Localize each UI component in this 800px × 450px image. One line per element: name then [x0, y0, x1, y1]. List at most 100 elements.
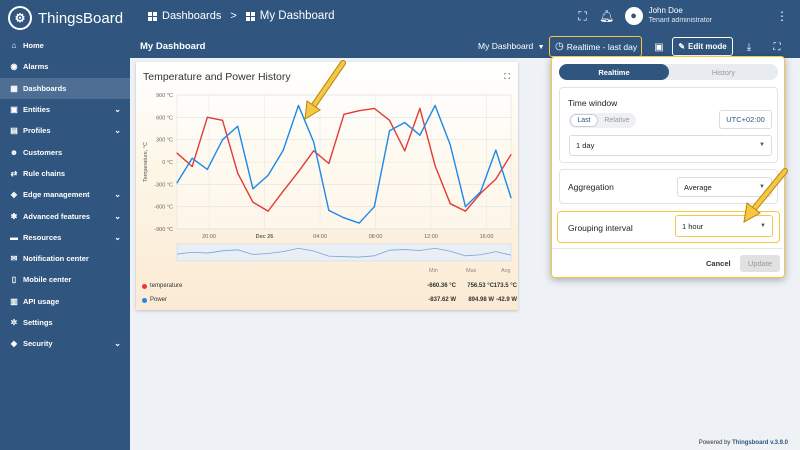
sidebar: ⌂ Home ◉ Alarms ▦ Dashboards ▣ Entities ⌄ ▤ Profil… [0, 35, 130, 450]
data-point [252, 201, 254, 203]
legend-min: -660.36 °C [427, 283, 456, 289]
data-point [328, 209, 330, 211]
edit-mode-button[interactable]: ✎ Edit mode [672, 37, 733, 56]
data-point [191, 157, 193, 159]
navigator-series-line [176, 247, 512, 258]
sidebar-item-entities[interactable]: ▣ Entities ⌄ [0, 99, 130, 120]
sidebar-item-label: Entities [23, 105, 51, 115]
y-tick-label: -600 °C [154, 205, 173, 211]
dropdown-arrow-icon: ▼ [537, 44, 545, 51]
y-tick-label: 0 °C [162, 160, 173, 166]
filter-icon[interactable]: ▣ [654, 41, 664, 53]
sidebar-item-label: Profiles [23, 126, 51, 136]
aggregation-section: Aggregation Average ▼ [559, 169, 778, 204]
notification-icon: ✉ [10, 254, 18, 264]
timezone-button[interactable]: UTC+02:00 [719, 110, 772, 129]
sidebar-item-profiles[interactable]: ▤ Profiles ⌄ [0, 120, 130, 141]
expand-icon[interactable]: ⛶ [504, 72, 510, 81]
cancel-button[interactable]: Cancel [706, 259, 731, 268]
pencil-icon: ✎ [678, 42, 686, 51]
sidebar-item-advanced-features[interactable]: ✱ Advanced features ⌄ [0, 205, 130, 226]
timewindow-button[interactable]: ◷ Realtime - last day [549, 36, 642, 57]
interval-select[interactable]: 1 day ▼ [569, 135, 772, 156]
sidebar-item-dashboards[interactable]: ▦ Dashboards [0, 77, 130, 99]
legend-row[interactable]: Power -837.62 W 894.98 W -42.9 W [142, 297, 517, 307]
user-role: Tenant administrator [648, 17, 712, 24]
divider [552, 248, 783, 249]
dropdown-arrow-icon: ▼ [760, 223, 766, 229]
line-chart[interactable]: 900 °C 600 °C 300 °C 0 °C -300 °C -600 °C -900… [136, 62, 518, 310]
data-point [343, 113, 345, 115]
mode-relative[interactable]: Relative [604, 117, 630, 124]
fullscreen-icon[interactable]: ⛶ [773, 41, 781, 53]
user-name: John Doe [648, 6, 683, 15]
sidebar-item-label: Edge management [23, 190, 90, 200]
widget-title: Temperature and Power History [143, 71, 291, 83]
timewindow-panel: Realtime History Time window Last Relati… [551, 56, 785, 278]
sidebar-item-edge-management[interactable]: ◈ Edge management ⌄ [0, 184, 130, 205]
interval-value: 1 day [576, 141, 595, 150]
logo[interactable]: ⚙ ThingsBoard [8, 6, 123, 30]
data-point [313, 150, 315, 152]
legend-avg: 173.5 °C [493, 283, 517, 289]
sidebar-item-api-usage[interactable]: ▥ API usage [0, 291, 130, 312]
data-point [343, 217, 345, 219]
chevron-down-icon[interactable]: ⌄ [114, 232, 121, 242]
sidebar-item-home[interactable]: ⌂ Home [0, 35, 130, 56]
update-button[interactable]: Update [740, 255, 780, 272]
chevron-down-icon[interactable]: ⌄ [114, 339, 121, 349]
data-point [206, 116, 208, 118]
sidebar-item-security[interactable]: ◆ Security ⌄ [0, 333, 130, 354]
breadcrumb-current: My Dashboard [259, 10, 335, 22]
grouping-interval-value: 1 hour [682, 221, 704, 231]
chevron-down-icon[interactable]: ⌄ [114, 211, 121, 221]
notifications-icon[interactable]: 🔔︎ [598, 9, 615, 23]
data-point [510, 197, 512, 199]
y-axis-label: Temperature, °C [143, 142, 149, 182]
footer-version: v.3.9.0 [770, 440, 788, 446]
user-info[interactable]: John Doe Tenant administrator [649, 6, 712, 26]
sidebar-item-label: Dashboards [23, 83, 67, 93]
dashboard-toolbar: My Dashboard My Dashboard ▼ ◷ Realtime -… [130, 35, 800, 58]
sidebar-item-rule-chains[interactable]: ⇄ Rule chains [0, 163, 130, 184]
y-tick-label: -300 °C [154, 182, 173, 188]
data-point [434, 104, 436, 107]
data-point [388, 130, 391, 132]
dashboard-select-value: My Dashboard [478, 41, 534, 51]
data-point [464, 210, 467, 212]
time-window-label: Time window [568, 98, 618, 108]
grouping-interval-select[interactable]: 1 hour ▼ [675, 215, 773, 237]
fullscreen-icon[interactable]: ⛶ [578, 8, 587, 23]
chevron-down-icon[interactable]: ⌄ [114, 190, 121, 200]
data-point [449, 203, 451, 205]
range-navigator[interactable] [176, 243, 512, 262]
dashboard-select[interactable]: My Dashboard ▼ [478, 41, 545, 51]
chart-widget[interactable]: Temperature and Power History ⛶ 900 °C 60… [136, 62, 518, 310]
data-point [221, 119, 224, 121]
sidebar-item-resources[interactable]: ▬ Resources ⌄ [0, 227, 130, 248]
sidebar-item-alarms[interactable]: ◉ Alarms [0, 56, 130, 77]
aggregation-select[interactable]: Average ▼ [677, 177, 772, 197]
avatar[interactable]: ● [624, 7, 643, 25]
chevron-down-icon[interactable]: ⌄ [114, 105, 121, 115]
time-window-section: Time window Last Relative UTC+02:00 1 da… [559, 87, 778, 163]
edge-icon: ◈ [10, 190, 18, 200]
mode-last[interactable]: Last [570, 114, 598, 127]
more-vert-icon[interactable]: ⋮ [776, 9, 788, 23]
mobile-icon: ▯ [11, 275, 17, 285]
sidebar-item-settings[interactable]: ✲ Settings [0, 312, 130, 333]
sidebar-item-label: Settings [23, 318, 53, 327]
legend-row[interactable]: temperature -660.36 °C 756.53 °C 173.5 °… [142, 283, 517, 293]
data-point [449, 144, 451, 146]
footer-brand[interactable]: Thingsboard [732, 440, 769, 446]
tab-history[interactable]: History [711, 67, 736, 77]
dashboard-icon [245, 11, 255, 21]
tab-realtime[interactable]: Realtime [559, 64, 669, 80]
sidebar-item-customers[interactable]: ☻ Customers [0, 141, 130, 162]
data-point [237, 125, 239, 127]
chevron-down-icon[interactable]: ⌄ [114, 126, 121, 136]
sidebar-item-mobile-center[interactable]: ▯ Mobile center [0, 269, 130, 290]
breadcrumb-dashboards[interactable]: Dashboards [162, 10, 222, 22]
sidebar-item-notification-center[interactable]: ✉ Notification center [0, 248, 130, 269]
download-icon[interactable]: ⤓ [746, 41, 752, 53]
